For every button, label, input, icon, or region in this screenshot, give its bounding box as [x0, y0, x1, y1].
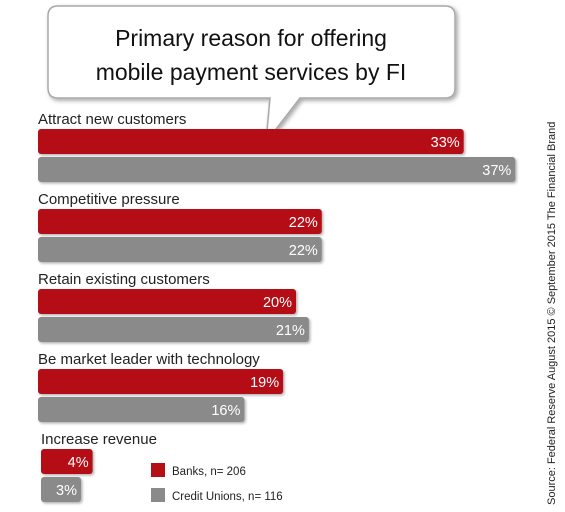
bar-banks-be-market-leader-with-technology — [38, 369, 284, 394]
value-label-banks-be-market-leader-with-technology: 19% — [250, 375, 279, 391]
title-speech-bubble — [47, 5, 456, 145]
category-label-competitive-pressure: Competitive pressure — [38, 191, 180, 208]
value-label-credit-unions-retain-existing-customers: 21% — [276, 323, 305, 339]
bar-banks-attract-new-customers — [38, 129, 464, 154]
legend-label-banks: Banks, n= 206 — [172, 466, 246, 478]
bar-credit-unions-retain-existing-customers — [38, 317, 309, 342]
category-label-increase-revenue: Increase revenue — [41, 431, 157, 448]
value-label-credit-unions-increase-revenue: 3% — [56, 483, 77, 499]
bar-credit-unions-attract-new-customers — [38, 157, 516, 182]
bars-group: Attract new customers 33% 37% Competitive p… — [38, 111, 516, 502]
source-note: Source: Federal Reserve August 2015 © Se… — [546, 122, 558, 505]
value-label-credit-unions-competitive-pressure: 22% — [289, 243, 318, 259]
value-label-banks-attract-new-customers: 33% — [431, 135, 460, 151]
value-label-banks-competitive-pressure: 22% — [289, 215, 318, 231]
bar-credit-unions-competitive-pressure — [38, 237, 322, 262]
legend-swatch-banks — [151, 463, 165, 477]
value-label-credit-unions-be-market-leader-with-technology: 16% — [211, 403, 240, 419]
chart-title-line-2: mobile payment services by FI — [96, 59, 407, 85]
legend-label-credit-unions: Credit Unions, n= 116 — [172, 491, 283, 503]
value-label-banks-increase-revenue: 4% — [68, 455, 89, 471]
chart-title-line-1: Primary reason for offering — [115, 25, 387, 51]
bar-banks-competitive-pressure — [38, 209, 322, 234]
value-label-credit-unions-attract-new-customers: 37% — [482, 163, 511, 179]
bar-credit-unions-increase-revenue — [41, 477, 81, 502]
category-label-retain-existing-customers: Retain existing customers — [38, 271, 210, 288]
category-label-attract-new-customers: Attract new customers — [38, 111, 186, 128]
bar-credit-unions-be-market-leader-with-technology — [38, 397, 245, 422]
value-label-banks-retain-existing-customers: 20% — [263, 295, 292, 311]
bar-banks-increase-revenue — [41, 449, 93, 474]
bar-banks-retain-existing-customers — [38, 289, 296, 314]
legend-swatch-credit-unions — [151, 488, 165, 502]
category-label-be-market-leader-with-technology: Be market leader with technology — [38, 351, 260, 368]
